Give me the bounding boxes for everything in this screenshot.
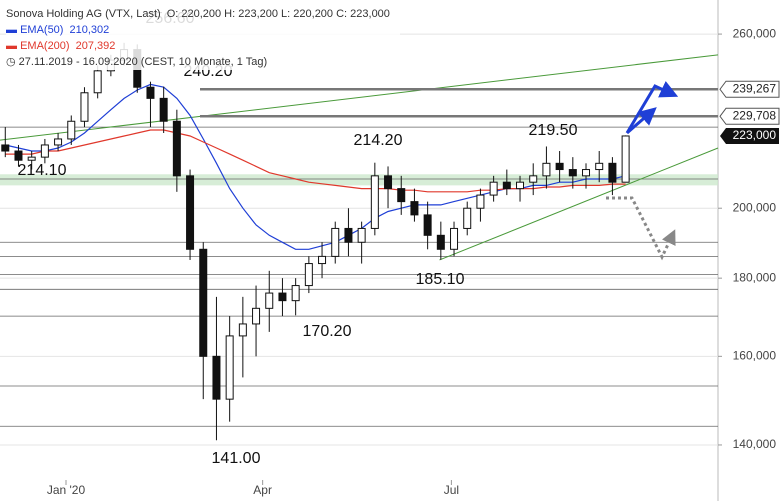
scenario-arrows [606,81,679,261]
candle-body [278,292,287,302]
candle-body [529,175,538,183]
arrow-up-short [626,107,657,135]
candle-body [225,335,234,400]
period: ◷ 27.11.2019 - 16.09.2020 (CEST, 10 Mona… [6,56,268,68]
price-box-label: 239,267 [733,81,777,95]
candle-body [397,188,406,203]
candle-body [555,162,564,171]
y-tick-label: 260,000 [733,26,777,40]
candle-body [159,97,168,122]
price-box [719,107,780,125]
candle-body [265,292,274,309]
y-tick-label: 180,000 [733,270,777,284]
legend-name: EMA(50) [20,24,64,36]
last-price-box [720,127,779,144]
candle-body [1,144,10,152]
last-price-label: 223,000 [733,128,777,142]
candle-body [67,120,76,140]
candle-body [516,181,525,190]
x-tick-label: Jan '20 [47,483,86,497]
price-box [719,80,780,98]
candle-body [436,234,445,250]
title: Sonova Holding AG (VTX, Last) [6,8,161,20]
candle-body [27,156,36,161]
y-tick-label: 160,000 [733,348,777,362]
ohlc: O: 220,200 H: 223,200 L: 220,200 C: 223,… [166,8,390,20]
candle-body [212,355,221,400]
candle-body [238,323,247,337]
legend-value: 207,392 [75,40,116,52]
legend-value: 210,302 [69,24,110,36]
arrow-down [606,196,676,261]
header: Sonova Holding AG (VTX, Last) O: 220,200 … [6,6,400,70]
candle-body [318,255,327,265]
candle-body [331,227,340,257]
ema-line [5,83,626,250]
annotation: 185.10 [416,271,465,288]
candle-body [463,207,472,229]
candle-body [502,181,511,190]
candle-body [252,307,261,325]
candle-body [476,194,485,209]
candle-body [304,263,313,287]
candle-body [172,120,181,177]
candle-body [40,144,49,158]
arrow-up [625,81,679,134]
candle-body [423,214,432,236]
annotation: 214.20 [354,132,403,149]
candle-body [370,175,379,229]
candle-body [489,181,498,196]
legend-ema200: ▬ EMA(200) 207,392 [6,40,116,52]
x-tick-label: Jul [444,483,459,497]
candle-body [568,169,577,177]
legend-ema50: ▬ EMA(50) 210,302 [6,24,110,36]
candle-body [186,175,195,250]
trendline [0,54,719,141]
x-tick-label: Apr [253,483,272,497]
candle-body [344,227,353,243]
candle-body [608,162,617,183]
candle-body [582,169,591,177]
y-tick-label: 140,000 [733,437,777,451]
y-tick-label: 200,000 [733,200,777,214]
candle-body [80,92,89,122]
candle-body [14,150,23,161]
legend-name: EMA(200) [20,40,70,52]
candle-body [357,227,366,243]
title-row: Sonova Holding AG (VTX, Last) O: 220,200 … [6,6,396,22]
support-zone [0,174,718,186]
candle-body [199,248,208,357]
annotation: 141.00 [212,450,261,467]
candle-body [410,201,419,216]
annotation: 214.10 [18,162,67,179]
candle-body [291,285,300,302]
candle-body [93,70,102,94]
annotation: 219.50 [529,122,578,139]
candle-body [384,175,393,190]
candle-body [542,162,551,177]
trendline [439,147,719,261]
candle-body [146,86,155,99]
candle-body [595,162,604,171]
period-text: 27.11.2019 - 16.09.2020 (CEST, 10 Monate… [18,56,268,68]
price-box-label: 229,708 [733,108,777,122]
candle-body [621,135,630,183]
candle-body [450,227,459,250]
annotation: 170.20 [303,323,352,340]
candle-body [54,138,63,146]
